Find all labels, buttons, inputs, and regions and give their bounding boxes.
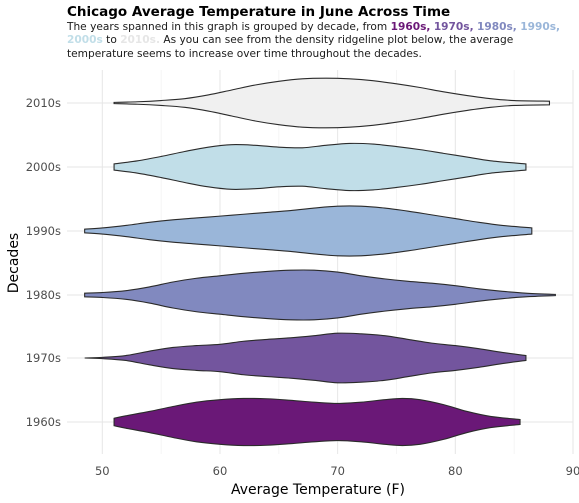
violin-series: [84, 77, 556, 447]
subtitle-description: As you can see from the density ridgelin…: [67, 34, 514, 60]
y-tick-label: 1970s: [26, 351, 61, 365]
violin-1990s: [84, 205, 533, 257]
y-tick-label: 1990s: [26, 224, 61, 238]
subtitle-decade-2010s: 2010s.: [120, 34, 161, 47]
subtitle-decade-1980s: 1980s,: [477, 21, 517, 33]
violin-1960s: [113, 397, 521, 447]
y-axis-title: Decades: [6, 233, 22, 293]
y-tick-label: 2010s: [26, 96, 61, 110]
y-tick-label: 1960s: [26, 415, 61, 429]
x-tick-label: 70: [330, 464, 345, 478]
y-tick-label: 1980s: [26, 288, 61, 302]
chart-title: Chicago Average Temperature in June Acro…: [67, 4, 451, 20]
violin-1970s: [84, 332, 527, 384]
x-tick-label: 90: [566, 464, 579, 478]
x-tick-label: 60: [213, 464, 228, 478]
subtitle-connector: to: [106, 34, 117, 47]
y-tick-labels: 1960s 1970s 1980s 1990s 2000s 2010s: [26, 96, 61, 429]
violin-2000s: [113, 142, 527, 192]
subtitle-intro: The years spanned in this graph is group…: [67, 21, 388, 33]
violin-1980s: [84, 269, 556, 321]
subtitle-decade-1960s: 1960s,: [390, 21, 431, 33]
subtitle-decade-1970s: 1970s,: [433, 21, 474, 33]
x-tick-label: 50: [95, 464, 110, 478]
subtitle-decade-2000s: 2000s: [67, 34, 103, 47]
violin-2010s: [113, 77, 551, 129]
x-tick-labels: 50 60 70 80 90: [95, 464, 579, 478]
x-axis-title: Average Temperature (F): [231, 482, 405, 498]
chart-subtitle: The years spanned in this graph is group…: [67, 21, 572, 61]
x-tick-label: 80: [448, 464, 463, 478]
subtitle-decade-1990s: 1990s,: [520, 21, 561, 33]
y-tick-label: 2000s: [26, 160, 61, 174]
